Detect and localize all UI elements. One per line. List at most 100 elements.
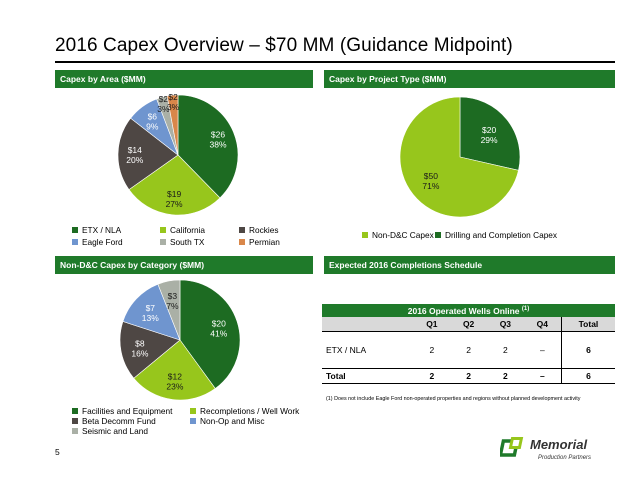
- slice-percent-label: 27%: [166, 199, 183, 209]
- legend-item: Seismic and Land: [72, 426, 148, 436]
- slice-value-label: $20: [482, 125, 496, 135]
- slice-value-label: $20: [212, 318, 226, 328]
- pie-slice: [122, 283, 181, 341]
- slice-percent-label: 13%: [142, 313, 159, 323]
- legend-swatch: [160, 227, 166, 233]
- legend-label: Permian: [249, 237, 280, 247]
- legend-capex-by-area: ETX / NLA California Rockies Eagle Ford …: [72, 225, 312, 251]
- table-cell-total: 6: [560, 368, 615, 384]
- legend-swatch: [239, 239, 245, 245]
- legend-item: Beta Decomm Fund: [72, 416, 156, 426]
- pie-slice: [157, 279, 181, 341]
- legend-label: South TX: [170, 237, 205, 247]
- table-caption-text: 2016 Operated Wells Online: [407, 305, 520, 316]
- pie-slice: [128, 154, 221, 216]
- row-label: ETX / NLA: [326, 345, 367, 355]
- column-header-q2: Q2: [450, 317, 487, 332]
- logo-name: Memorial: [530, 437, 587, 452]
- table-total-row: Total 2 2 2 – 6: [322, 368, 615, 384]
- pie-slice: [179, 279, 241, 389]
- legend-non-dc-capex-by-category: Facilities and Equipment Recompletions /…: [72, 406, 317, 442]
- pie-slice: [133, 339, 216, 401]
- slice-percent-label: 3%: [167, 102, 180, 112]
- slice-percent-label: 71%: [422, 181, 439, 191]
- table-cell: 2: [486, 368, 524, 384]
- slice-value-label: $3: [168, 291, 178, 301]
- table-cell: –: [523, 368, 562, 384]
- table-cell: –: [539, 345, 545, 355]
- legend-item: Non-Op and Misc: [190, 416, 265, 426]
- column-header-q3: Q3: [486, 317, 524, 332]
- table-cell: 2: [466, 345, 471, 355]
- legend-item: Non-D&C Capex: [362, 230, 434, 240]
- pie-slice: [119, 321, 181, 379]
- legend-swatch: [190, 418, 196, 424]
- table-cell: 2: [502, 345, 508, 355]
- legend-swatch: [72, 239, 78, 245]
- legend-swatch: [72, 227, 78, 233]
- legend-item: Rockies: [239, 225, 279, 235]
- logo-mark-icon: Memorial Production Partners: [498, 437, 591, 461]
- legend-item: South TX: [160, 237, 204, 247]
- legend-label: Facilities and Equipment: [82, 406, 173, 416]
- legend-swatch: [362, 232, 368, 238]
- page-title: 2016 Capex Overview – $70 MM (Guidance M…: [55, 35, 513, 56]
- table-header-blank: [322, 317, 414, 332]
- table-caption: 2016 Operated Wells Online (1): [322, 304, 615, 317]
- legend-label: Non-Op and Misc: [200, 416, 265, 426]
- header-non-dc-capex-by-category: Non-D&C Capex by Category ($MM): [55, 256, 313, 274]
- table-cell: 2: [413, 368, 451, 384]
- legend-item: Drilling and Completion Capex: [435, 230, 557, 240]
- header-capex-by-area: Capex by Area ($MM): [55, 70, 313, 88]
- column-header-q4: Q4: [523, 317, 562, 332]
- legend-swatch: [160, 239, 166, 245]
- legend-item: ETX / NLA: [72, 225, 121, 235]
- legend-swatch: [72, 428, 78, 434]
- pie-slice: [459, 96, 521, 171]
- legend-item: Facilities and Equipment: [72, 406, 172, 416]
- table-caption-row: 2016 Operated Wells Online (1): [322, 304, 615, 317]
- slice-value-label: $26: [211, 130, 225, 140]
- legend-item: Recompletions / Well Work: [190, 406, 299, 416]
- slice-percent-label: 9%: [146, 121, 159, 131]
- pie-slice: [177, 94, 239, 199]
- pie-slice: [166, 94, 179, 156]
- slice-percent-label: 7%: [166, 301, 179, 311]
- legend-swatch: [435, 232, 441, 238]
- legend-swatch: [190, 408, 196, 414]
- legend-swatch: [72, 408, 78, 414]
- slice-value-label: $2: [168, 92, 178, 102]
- slice-value-label: $14: [128, 145, 142, 155]
- slice-percent-label: 20%: [126, 155, 143, 165]
- header-capex-by-project-type: Capex by Project Type ($MM): [324, 70, 615, 88]
- table-cell-total: 6: [560, 331, 615, 369]
- pie-slice: [399, 96, 519, 218]
- slice-percent-label: 41%: [210, 328, 227, 338]
- total-label: Total: [322, 368, 414, 384]
- legend-label: Rockies: [249, 225, 279, 235]
- slice-value-label: $8: [135, 339, 145, 349]
- slice-value-label: $2: [159, 94, 169, 104]
- legend-label: ETX / NLA: [82, 225, 122, 235]
- legend-label: Eagle Ford: [82, 237, 123, 247]
- legend-item: Eagle Ford: [72, 237, 123, 247]
- legend-item: Permian: [239, 237, 280, 247]
- column-header-total: Total: [560, 317, 615, 332]
- slice-percent-label: 29%: [481, 135, 498, 145]
- slice-value-label: $12: [168, 372, 182, 382]
- completions-schedule-table: 2016 Operated Wells Online (1) Q1 Q2 Q3 …: [322, 304, 615, 384]
- slice-value-label: $19: [167, 189, 181, 199]
- slice-percent-label: 38%: [209, 140, 226, 150]
- slice-value-label: $7: [146, 303, 156, 313]
- legend-label: Seismic and Land: [82, 426, 148, 436]
- legend-label: Non-D&C Capex: [372, 230, 434, 240]
- legend-label: Beta Decomm Fund: [82, 416, 156, 426]
- legend-swatch: [72, 418, 78, 424]
- column-header-q1: Q1: [413, 317, 451, 332]
- slice-percent-label: 3%: [157, 104, 170, 114]
- company-logo: Memorial Production Partners: [498, 434, 620, 464]
- table-row: ETX / NLA 2 2 2 – 6: [322, 331, 615, 369]
- legend-label: Drilling and Completion Capex: [445, 230, 558, 240]
